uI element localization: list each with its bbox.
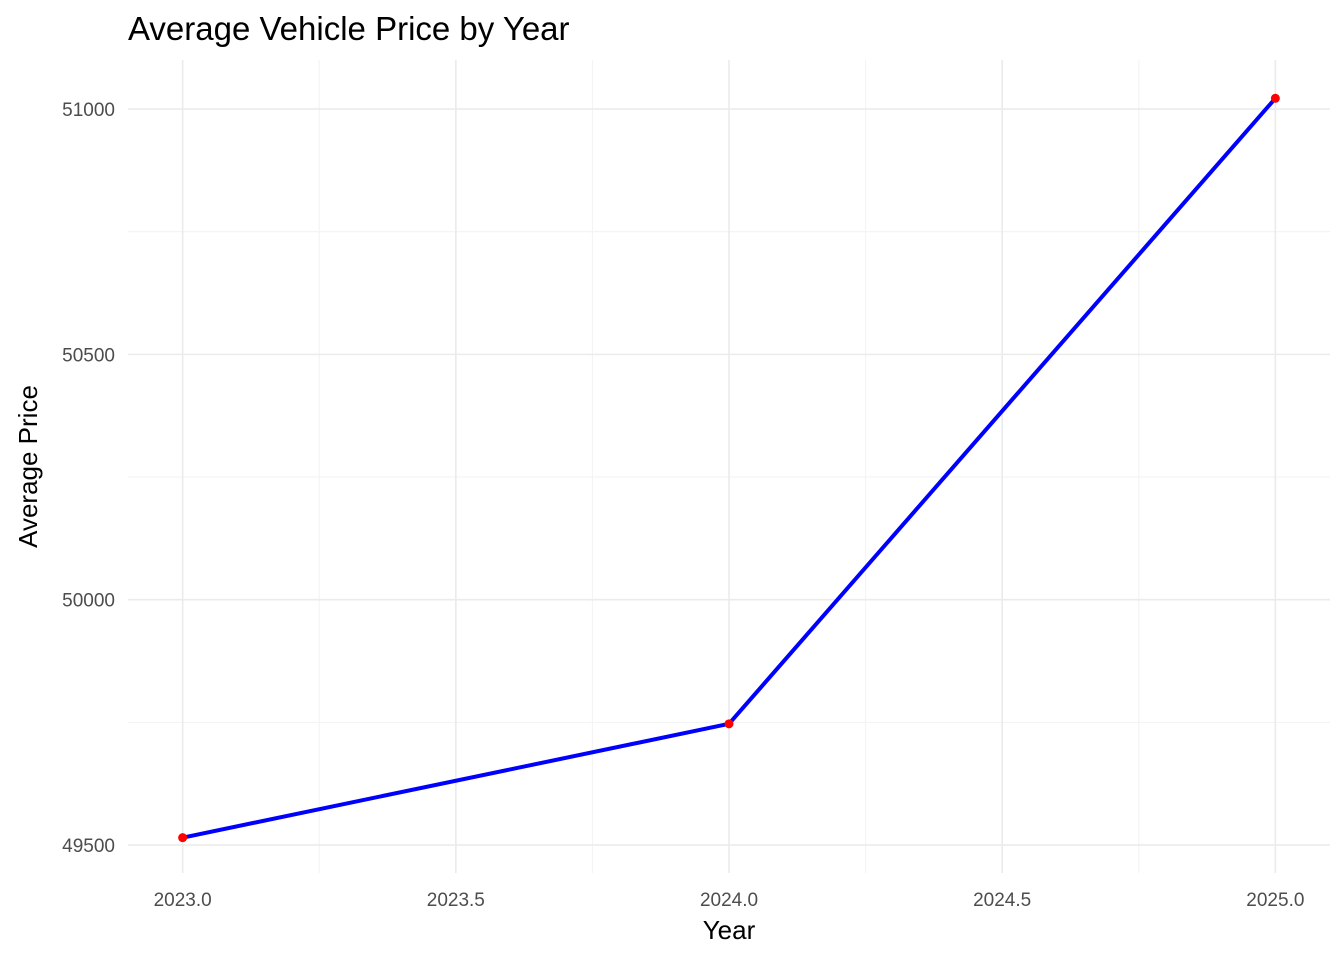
- chart-title: Average Vehicle Price by Year: [128, 10, 570, 47]
- x-axis-tick-labels: 2023.0 2023.5 2024.0 2024.5 2025.0: [154, 890, 1305, 911]
- y-tick-label: 51000: [62, 100, 115, 121]
- x-axis-title: Year: [703, 915, 756, 945]
- y-tick-label: 50000: [62, 591, 115, 612]
- x-tick-label: 2023.0: [154, 890, 212, 911]
- y-axis-tick-labels: 49500 50000 50500 51000: [62, 100, 115, 857]
- data-point: [724, 719, 734, 729]
- x-tick-label: 2024.0: [700, 890, 758, 911]
- x-tick-label: 2023.5: [427, 890, 485, 911]
- y-tick-label: 50500: [62, 345, 115, 366]
- x-tick-label: 2024.5: [973, 890, 1031, 911]
- y-axis-title: Average Price: [13, 385, 43, 548]
- y-tick-label: 49500: [62, 836, 115, 857]
- grid-lines: [128, 60, 1330, 873]
- data-point: [178, 833, 188, 843]
- x-tick-label: 2025.0: [1246, 890, 1304, 911]
- data-point: [1270, 93, 1280, 103]
- series-layer: [178, 93, 1280, 843]
